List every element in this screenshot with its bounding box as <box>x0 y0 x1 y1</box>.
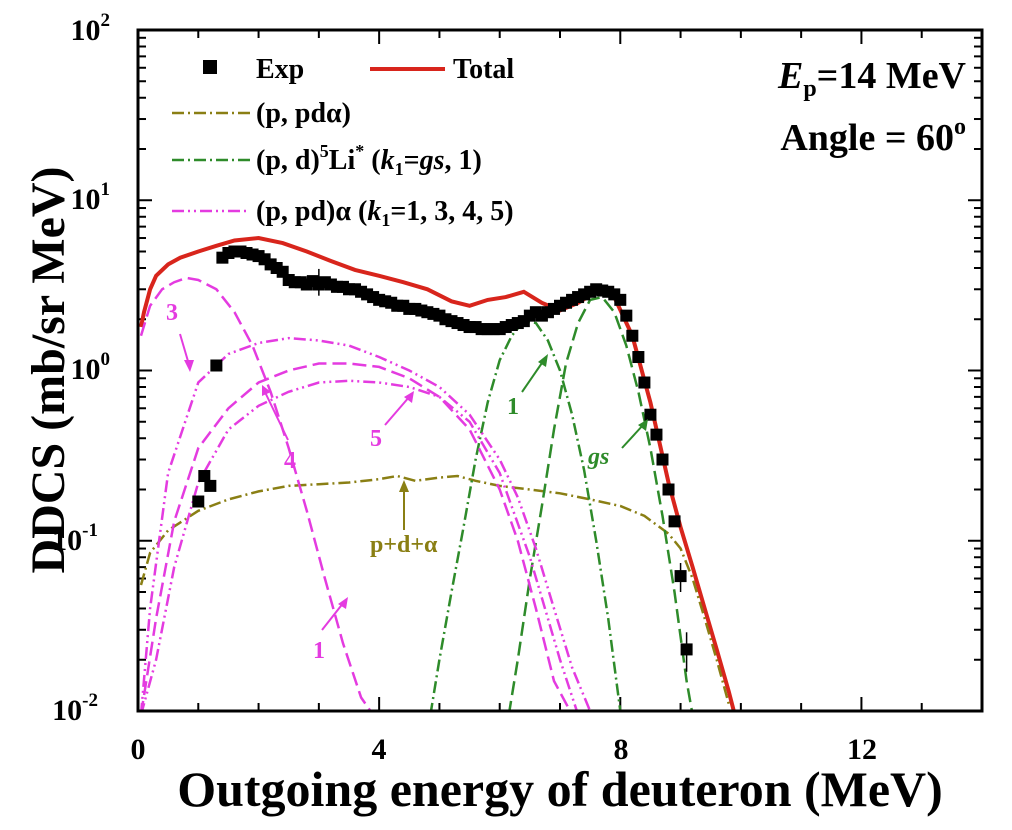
exp-point <box>638 376 651 389</box>
y-tick-label: 102 <box>71 10 111 47</box>
arrow-5-head <box>404 391 414 403</box>
x-tick-label: 12 <box>847 733 877 766</box>
legend-exp-marker <box>203 60 217 74</box>
curve-label-pda: p+d+α <box>370 532 438 558</box>
curve--p-d-5li-k1-gs <box>508 295 694 711</box>
tick-labels: 0 4 8 12 10-2 10-1 100 101 102 <box>52 10 877 766</box>
exp-point <box>650 428 663 441</box>
exp-point <box>632 351 645 364</box>
exp-point <box>246 248 259 261</box>
curve-labels: 3 4 5 1 1 gs p+d+α <box>166 300 648 664</box>
arrow-4-head <box>262 385 271 396</box>
legend: Exp Total (p, pdα) (p, d)5Li* (k1=gs, 1)… <box>172 54 514 230</box>
x-tick-label: 4 <box>372 733 387 766</box>
curve-label-5: 5 <box>370 426 382 452</box>
exp-point <box>210 359 223 372</box>
legend-total-label: Total <box>453 54 514 85</box>
curve-label-1-magenta: 1 <box>313 638 325 664</box>
x-axis-title: Outgoing energy of deuteron (MeV) <box>177 761 943 817</box>
exp-points <box>192 245 693 672</box>
y-tick-label: 100 <box>71 349 111 386</box>
curve-label-1-green: 1 <box>507 394 519 420</box>
exp-point <box>192 495 205 508</box>
curve-label-4: 4 <box>284 448 296 474</box>
curve--p-pd-k1-1 <box>139 276 372 711</box>
arrow-3-head <box>184 360 194 372</box>
annotation-energy: Ep=14 MeV <box>777 55 967 102</box>
arrow-pda-head <box>399 480 409 492</box>
exp-point <box>626 329 639 342</box>
exp-point <box>216 251 229 264</box>
curve--p-pd- <box>139 474 731 705</box>
exp-point <box>198 470 211 483</box>
exp-point <box>204 479 217 492</box>
legend-ppd-label: (p, pd)α (k1=1, 3, 4, 5) <box>256 196 514 230</box>
exp-point <box>252 250 265 263</box>
exp-point <box>662 483 675 496</box>
x-tick-label: 8 <box>614 733 629 766</box>
arrow-4 <box>263 389 289 441</box>
y-axis-title: DDCS (mb/sr MeV) <box>22 166 75 573</box>
y-tick-label: 10-2 <box>52 690 98 727</box>
exp-point <box>614 293 627 306</box>
arrow-1-green-head <box>538 354 548 367</box>
legend-pda-label: (p, pdα) <box>256 98 351 129</box>
arrow-1-magenta <box>321 601 345 631</box>
plot-frame <box>136 28 984 713</box>
arrow-gs-head <box>638 419 648 431</box>
legend-li5-label: (p, d)5Li* (k1=gs, 1) <box>256 141 482 179</box>
exp-point <box>644 408 657 421</box>
y-tick-label: 101 <box>71 179 111 216</box>
arrow-gs <box>621 423 645 449</box>
curve-label-3: 3 <box>166 300 178 326</box>
exp-point <box>620 309 633 322</box>
curve--p-pd-k1-4 <box>140 362 572 711</box>
y-tick-label: 10-1 <box>52 520 98 557</box>
arrow-1-green <box>521 359 545 393</box>
exp-point <box>668 515 681 528</box>
curve--p-pd-k1-5 <box>140 379 579 711</box>
annotation: Ep=14 MeV Angle = 60o <box>777 55 967 159</box>
curve-label-gs: gs <box>587 444 609 470</box>
arrow-1-magenta-head <box>338 597 348 609</box>
x-tick-label: 0 <box>131 733 146 766</box>
exp-point <box>656 453 669 466</box>
curve--p-pd-k1-3 <box>140 336 597 711</box>
annotation-angle: Angle = 60o <box>780 114 966 159</box>
legend-exp-label: Exp <box>256 54 304 85</box>
arrow-5 <box>384 395 411 426</box>
